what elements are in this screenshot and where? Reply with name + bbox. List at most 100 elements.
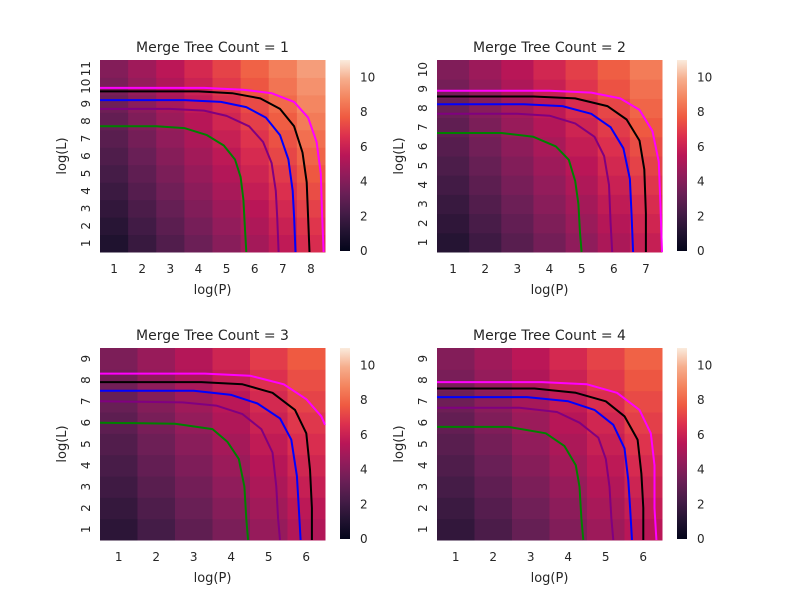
heatmap-cell	[212, 77, 242, 96]
panel-1: 1 2 3 4 5 6 7 8 1 2 3 4 5 6 7 8 9 10 11 Merge Tree Count = …	[55, 40, 375, 298]
heatmap-cell	[100, 94, 129, 113]
contour-line-5	[437, 381, 658, 541]
heatmap-cell	[549, 518, 588, 541]
heatmap-cell	[624, 369, 663, 392]
heatmap-cell	[501, 79, 534, 99]
heatmap-cell	[212, 433, 251, 456]
x-tick-label: 3	[527, 550, 535, 564]
heatmap-cell	[437, 194, 470, 215]
heatmap-cell	[597, 60, 631, 80]
heatmap-cell	[474, 412, 513, 434]
heatmap-cell	[250, 476, 288, 498]
y-tick-label: 5	[416, 440, 430, 448]
heatmap-cell	[240, 199, 270, 218]
heatmap-cell	[296, 112, 326, 131]
heatmap-cell	[469, 60, 502, 80]
contour-line-5	[100, 372, 326, 426]
heatmap-cell	[156, 234, 185, 253]
heatmap-cell	[137, 518, 176, 541]
y-tick-label: 7	[79, 398, 93, 406]
x-axis-label: log(P)	[531, 283, 569, 298]
heatmap-cell	[184, 60, 213, 78]
colorbar-tick-label: 0	[697, 532, 705, 546]
heatmap-cell	[212, 454, 251, 477]
heatmap-cell	[474, 497, 513, 520]
heatmap-cell	[212, 518, 251, 541]
heatmap-cell	[128, 147, 157, 166]
x-tick-label: 6	[610, 262, 618, 276]
heatmap-cell	[512, 433, 550, 456]
heatmap-cell	[184, 94, 213, 113]
colorbar	[340, 60, 350, 251]
heatmap-cell	[474, 433, 513, 456]
heatmap-cell	[624, 390, 663, 413]
heatmap-cell	[137, 348, 176, 370]
heatmap-cell	[175, 518, 213, 541]
heatmap-cell	[287, 497, 326, 520]
y-axis-label: log(L)	[392, 137, 407, 174]
contour-line-2	[99, 400, 281, 541]
heatmap-cell	[128, 199, 157, 218]
x-tick-label: 4	[546, 262, 554, 276]
heatmap-cell	[501, 175, 534, 195]
y-tick-label: 5	[79, 440, 93, 448]
y-tick-label: 2	[79, 504, 93, 512]
heatmap-cell	[137, 369, 176, 392]
heatmap-cell	[175, 348, 213, 370]
y-tick-label: 6	[416, 143, 430, 151]
heatmap-cell	[156, 199, 185, 218]
panel-2: 1 2 3 4 5 6 7 1 2 3 4 5 6 7 8 9 10 Merge Tree Count = 2 lo…	[392, 40, 712, 298]
y-axis-label: log(L)	[392, 425, 407, 462]
heatmap-cell	[175, 454, 213, 477]
contour-line-4	[437, 387, 645, 540]
contour-line-2	[100, 107, 280, 253]
x-tick-label: 6	[639, 550, 647, 564]
heatmap-cell	[512, 497, 550, 520]
heatmap-cell	[565, 79, 599, 99]
heatmap-cell	[156, 182, 185, 201]
contour-line-4	[100, 90, 311, 253]
heatmap-cell	[624, 454, 663, 477]
y-tick-label: 3	[79, 483, 93, 491]
colorbar-tick-label: 6	[360, 428, 368, 442]
heatmap-cell	[100, 77, 129, 96]
heatmap-cell	[250, 454, 288, 477]
heatmap-cell	[629, 117, 663, 138]
heatmap-cell	[100, 234, 129, 253]
heatmap-cell	[437, 117, 470, 138]
y-tick-label: 3	[416, 200, 430, 208]
chart-title: Merge Tree Count = 3	[136, 328, 289, 344]
heatmap-cell	[175, 497, 213, 520]
y-tick-label: 1	[79, 239, 93, 247]
y-tick-label: 1	[79, 526, 93, 534]
y-tick-label: 2	[416, 504, 430, 512]
x-tick-label: 1	[449, 262, 457, 276]
heatmap-cell	[240, 129, 270, 148]
heatmap-cell	[128, 164, 157, 183]
y-tick-label: 9	[416, 355, 430, 363]
heatmap-cell	[212, 348, 251, 370]
heatmap-cell	[624, 433, 663, 456]
heatmap-cell	[437, 369, 475, 392]
heatmap-cell	[137, 433, 176, 456]
heatmap-cell	[597, 175, 631, 195]
heatmap-cell	[469, 98, 502, 119]
heatmap-cells	[437, 60, 663, 253]
y-tick-label: 8	[79, 117, 93, 125]
heatmap-cell	[287, 348, 326, 370]
heatmap-cell	[184, 147, 213, 166]
y-tick-label: 9	[416, 85, 430, 93]
heatmap-cell	[296, 182, 326, 201]
panel-4: 1 2 3 4 5 6 1 2 3 4 5 6 7 8 9 Merge Tree Count = 4 log(P…	[392, 328, 712, 586]
heatmap-cell	[100, 454, 138, 477]
x-tick-label: 1	[452, 550, 460, 564]
heatmap-cell	[437, 232, 470, 253]
heatmap-cell	[156, 147, 185, 166]
heatmap-cell	[533, 60, 567, 80]
heatmap-cell	[501, 156, 534, 176]
y-tick-label: 8	[416, 376, 430, 384]
heatmap-cell	[184, 112, 213, 131]
heatmap-cell	[533, 175, 567, 195]
heatmap-cell	[268, 147, 298, 166]
